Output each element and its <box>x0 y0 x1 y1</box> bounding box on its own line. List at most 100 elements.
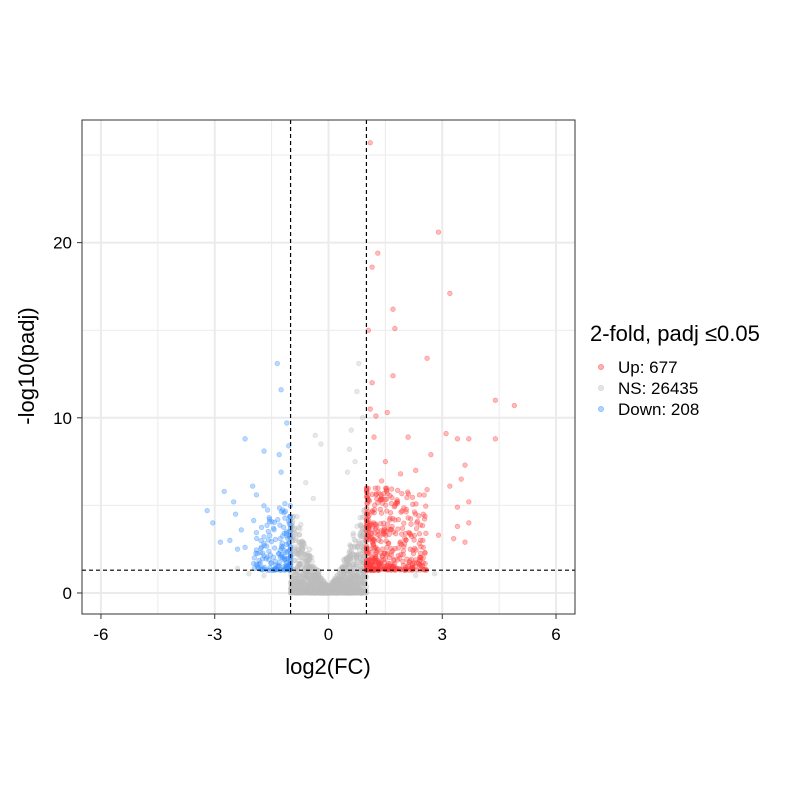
ns-point <box>338 589 344 595</box>
ns-point <box>312 573 318 579</box>
ns-point <box>301 585 307 591</box>
ns-point <box>357 532 363 538</box>
ns-point <box>332 587 338 593</box>
ns-point <box>339 587 346 593</box>
ns-point <box>303 589 309 595</box>
ns-point <box>294 551 301 557</box>
ns-point <box>321 579 327 585</box>
ns-point <box>293 581 300 588</box>
ns-point <box>337 588 344 595</box>
ns-point <box>317 577 323 584</box>
ns-point <box>298 580 304 586</box>
ns-point <box>307 590 314 596</box>
ns-point <box>322 582 328 588</box>
down-point <box>285 549 291 555</box>
ns-point <box>348 578 354 585</box>
ns-point <box>358 565 364 571</box>
ns-point <box>357 515 363 521</box>
down-point <box>268 539 275 545</box>
ns-point <box>296 539 302 545</box>
ns-point <box>307 553 313 560</box>
ns-point <box>340 582 347 588</box>
ns-point <box>306 581 312 587</box>
ns-point <box>293 582 300 588</box>
ns-point <box>319 580 325 586</box>
ns-point <box>315 584 321 590</box>
ns-point <box>309 554 315 561</box>
ns-point <box>358 590 364 596</box>
ns-point <box>304 554 310 560</box>
ns-point <box>307 585 314 592</box>
ns-point <box>306 556 312 563</box>
ns-point <box>350 565 357 572</box>
ns-point <box>309 576 315 582</box>
ns-point <box>349 589 355 596</box>
ns-point <box>328 590 335 596</box>
ns-point <box>355 586 361 592</box>
ns-point <box>294 588 300 594</box>
ns-point <box>340 588 346 594</box>
ns-point <box>323 586 329 592</box>
ns-point <box>331 590 337 596</box>
ns-point <box>313 589 320 596</box>
ns-point <box>294 564 301 570</box>
ns-point <box>345 585 352 591</box>
ns-point <box>322 585 328 591</box>
ns-point <box>297 587 303 593</box>
ns-point <box>293 531 299 537</box>
ns-point <box>298 539 304 545</box>
ns-point <box>298 589 305 595</box>
ns-point <box>354 585 361 592</box>
down-point <box>234 546 241 552</box>
ns-point <box>303 574 310 580</box>
ns-point <box>311 590 318 596</box>
ns-point <box>334 578 340 585</box>
down-point <box>271 519 278 525</box>
legend-label: NS: 26435 <box>618 379 698 398</box>
ns-point <box>316 587 323 593</box>
ns-point <box>300 585 306 591</box>
ns-point <box>316 581 323 588</box>
up-point <box>443 430 449 437</box>
ns-point <box>361 508 367 515</box>
ns-point <box>288 581 294 588</box>
ns-point <box>294 565 300 571</box>
ns-point <box>349 587 356 594</box>
up-point <box>383 538 389 544</box>
ns-point <box>358 580 364 586</box>
ns-point <box>318 579 324 585</box>
ns-point <box>338 585 344 591</box>
ns-point <box>294 576 300 582</box>
ns-point <box>325 589 331 595</box>
ns-point <box>341 589 347 595</box>
ns-point <box>323 590 329 596</box>
ns-point <box>315 575 321 582</box>
ns-point <box>296 532 302 538</box>
ns-point <box>298 588 304 595</box>
ns-point <box>333 590 339 596</box>
down-point <box>280 524 287 530</box>
ns-point <box>305 562 311 568</box>
ns-point <box>307 589 313 596</box>
ns-point <box>413 572 419 579</box>
up-point <box>390 547 396 554</box>
ns-point <box>326 590 332 596</box>
ns-point <box>347 555 354 561</box>
ns-point <box>324 584 330 590</box>
up-point <box>418 537 424 543</box>
ns-point <box>321 589 327 596</box>
ns-point <box>353 575 359 582</box>
ns-point <box>358 569 365 575</box>
up-point <box>399 490 405 497</box>
ns-point <box>338 588 344 594</box>
ns-point <box>349 572 356 578</box>
ns-point <box>339 586 345 593</box>
ns-point <box>344 586 350 593</box>
ns-point <box>303 564 309 570</box>
ns-point <box>322 582 328 588</box>
up-point <box>447 290 453 297</box>
ns-point <box>323 589 329 595</box>
ns-point <box>298 583 304 589</box>
ns-point <box>329 586 335 592</box>
ns-point <box>312 580 319 587</box>
